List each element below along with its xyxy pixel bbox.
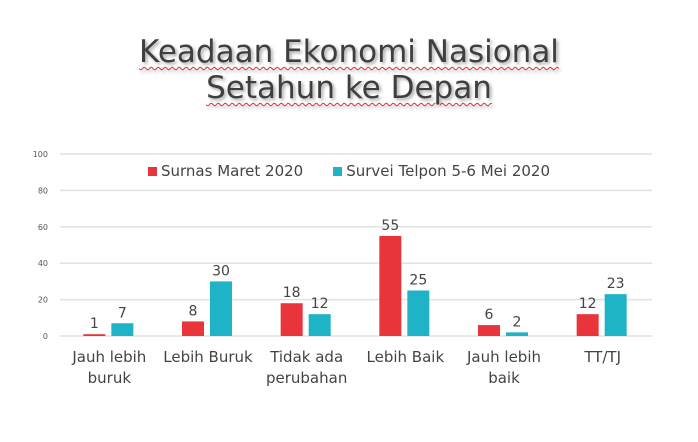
data-label: 23 — [607, 276, 625, 292]
bar — [210, 281, 232, 336]
bar — [379, 235, 402, 336]
y-tick-label: 100 — [33, 150, 48, 159]
bar — [478, 325, 500, 336]
data-label: 8 — [189, 303, 198, 319]
x-tick-label: baik — [488, 369, 520, 387]
y-tick-label: 80 — [38, 186, 48, 195]
data-label: 2 — [513, 314, 522, 330]
title-text-1: Keadaan Ekonomi Nasional — [139, 34, 559, 70]
data-label: 12 — [311, 296, 329, 312]
data-label: 25 — [409, 273, 427, 289]
legend-item-series2: Survei Telpon 5-6 Mei 2020 — [333, 162, 550, 180]
legend-swatch-series1 — [147, 166, 157, 176]
title-text-2: Setahun ke Depan — [206, 70, 492, 106]
legend: Surnas Maret 2020 Survei Telpon 5-6 Mei … — [0, 162, 698, 180]
bar — [83, 334, 106, 336]
x-tick-label: Tidak ada — [269, 348, 343, 366]
bar — [182, 321, 204, 336]
data-label: 6 — [485, 307, 494, 323]
x-tick-label: perubahan — [266, 369, 347, 387]
x-tick-label: Jauh lebih — [466, 348, 541, 366]
legend-label-series1: Surnas Maret 2020 — [160, 162, 304, 180]
legend-label-series2: Survei Telpon 5-6 Mei 2020 — [346, 162, 551, 180]
bar — [576, 314, 599, 336]
bar — [407, 290, 430, 336]
bar — [604, 294, 627, 336]
y-tick-label: 60 — [38, 223, 48, 232]
y-tick-label: 20 — [38, 296, 48, 305]
data-label: 1 — [90, 316, 99, 332]
title-line-2: Setahun ke Depan — [0, 70, 698, 106]
y-tick-label: 0 — [43, 332, 48, 341]
bar — [111, 323, 134, 336]
bar — [280, 303, 303, 336]
data-label: 18 — [283, 285, 301, 301]
data-label: 7 — [118, 305, 127, 321]
legend-item-series1: Surnas Maret 2020 — [147, 162, 304, 180]
x-tick-label: Lebih Baik — [367, 348, 445, 366]
x-tick-label: Lebih Buruk — [163, 348, 253, 366]
data-label: 30 — [212, 263, 230, 279]
bar — [308, 314, 331, 336]
y-tick-label: 40 — [38, 259, 48, 268]
bar — [506, 332, 528, 336]
data-label: 12 — [579, 296, 597, 312]
legend-swatch-series2 — [333, 166, 343, 176]
x-tick-label: buruk — [88, 369, 132, 387]
x-tick-label: TT/TJ — [583, 348, 621, 366]
title-line-1: Keadaan Ekonomi Nasional — [0, 34, 698, 70]
x-tick-label: Jauh lebih — [71, 348, 146, 366]
data-label: 55 — [381, 218, 399, 234]
